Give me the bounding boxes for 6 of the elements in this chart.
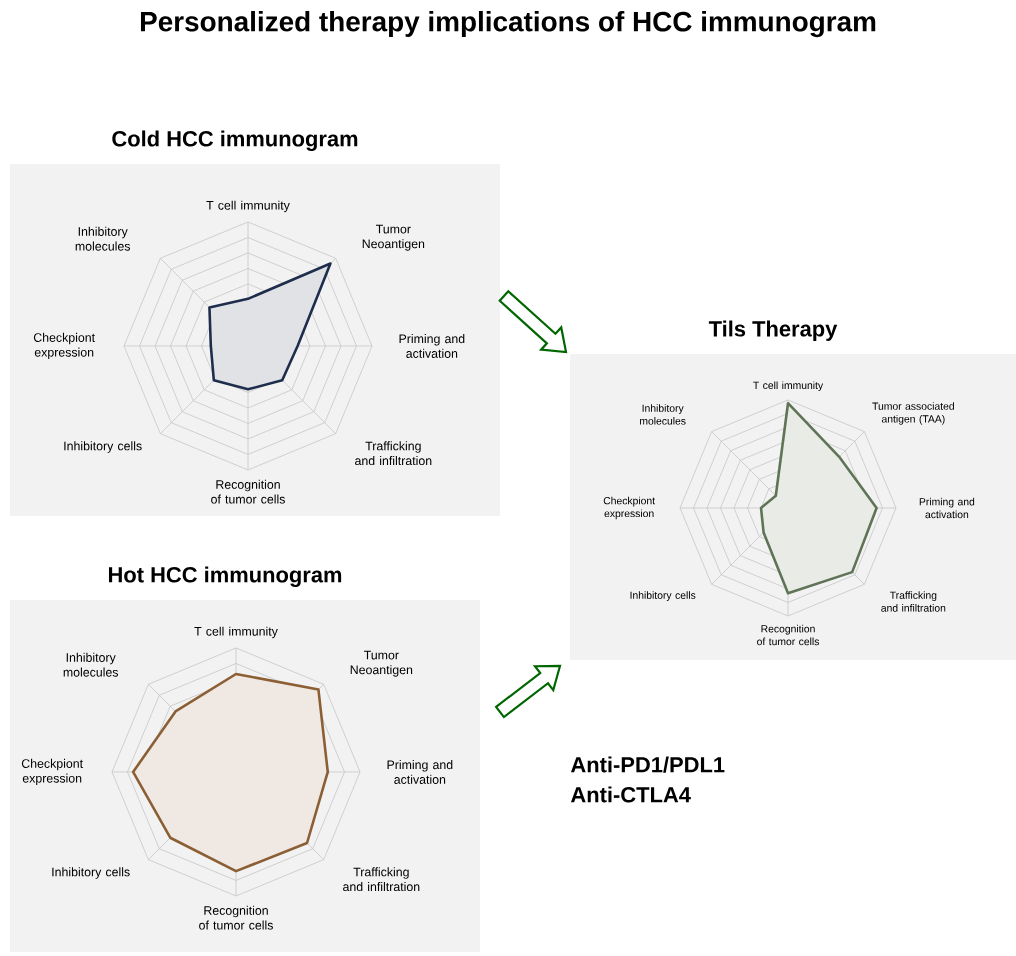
chart-title: Tils Therapy	[708, 320, 838, 341]
text: Personalized therapy implications of HCC immunogram	[140, 11, 876, 38]
chart-title: Cold HCC immunogram	[112, 130, 358, 151]
text: Anti-CTLA4	[570, 786, 691, 803]
chart-title: Hot HCC immunogram	[108, 566, 342, 587]
text: Anti-PD1/PDL1	[570, 756, 725, 773]
